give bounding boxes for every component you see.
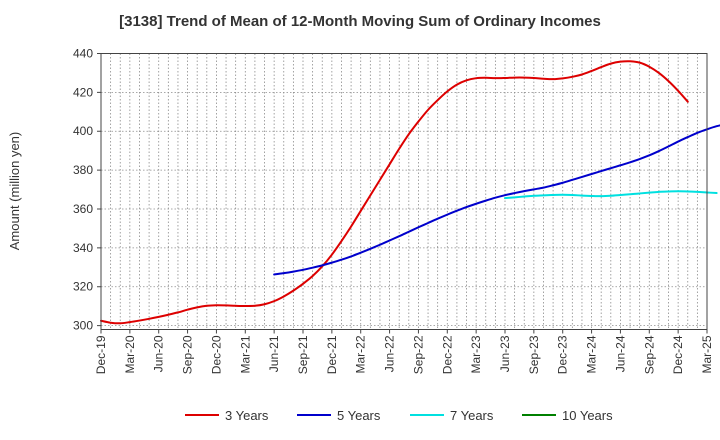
y-axis-title: Amount (million yen): [7, 132, 22, 251]
x-tick-label: Dec-21: [325, 335, 339, 374]
y-tick-label: 440: [73, 47, 93, 61]
series-line-7-years: [504, 190, 718, 200]
legend-label-7-years: 7 Years: [450, 408, 494, 423]
x-tick-label: Dec-22: [440, 335, 454, 374]
plot-frame: [100, 53, 708, 330]
x-tick-label: Mar-24: [585, 335, 599, 373]
y-tick-label: 320: [73, 280, 93, 294]
y-tick-label: 340: [73, 241, 93, 255]
x-tick-label: Mar-22: [354, 335, 368, 373]
x-tick-label: Sep-24: [642, 335, 656, 374]
x-tick-label: Mar-20: [123, 335, 137, 373]
x-tick-label: Mar-25: [700, 335, 714, 373]
x-tick-label: Jun-24: [613, 335, 627, 372]
y-tick-label: 360: [73, 202, 93, 216]
x-tick-label: Jun-23: [498, 335, 512, 372]
x-tick-label: Sep-22: [411, 335, 425, 374]
y-tick-label: 300: [73, 319, 93, 333]
x-tick-label: Mar-21: [238, 335, 252, 373]
series-lines: [100, 60, 720, 325]
legend-label-5-years: 5 Years: [337, 408, 381, 423]
legend-label-10-years: 10 Years: [562, 408, 613, 423]
x-tick-label: Dec-19: [94, 335, 108, 374]
x-tick-label: Sep-23: [527, 335, 541, 374]
y-tick-label: 400: [73, 124, 93, 138]
y-tick-label: 380: [73, 163, 93, 177]
x-tick-label: Jun-22: [383, 335, 397, 372]
legend-label-3-years: 3 Years: [225, 408, 269, 423]
x-tick-label: Sep-20: [181, 335, 195, 374]
y-ticks: 300 320 340 360 380 400 420 440: [73, 47, 101, 333]
x-tick-label: Jun-21: [267, 335, 281, 372]
legend: 3 Years 5 Years 7 Years 10 Years: [185, 408, 613, 423]
x-tick-label: Dec-23: [556, 335, 570, 374]
y-tick-label: 420: [73, 85, 93, 99]
x-tick-label: Jun-20: [152, 335, 166, 372]
x-tick-label: Dec-24: [671, 335, 685, 374]
x-tick-label: Sep-21: [296, 335, 310, 374]
x-tick-label: Mar-23: [469, 335, 483, 373]
x-tick-label: Dec-20: [209, 335, 223, 374]
grid: [101, 53, 707, 330]
series-line-5-years: [273, 124, 720, 276]
series-line-3-years: [100, 60, 689, 325]
chart-title: [3138] Trend of Mean of 12-Month Moving …: [119, 13, 601, 30]
x-ticks: Dec-19 Mar-20 Jun-20 Sep-20 Dec-20 Mar-21 Jun-…: [94, 329, 714, 374]
